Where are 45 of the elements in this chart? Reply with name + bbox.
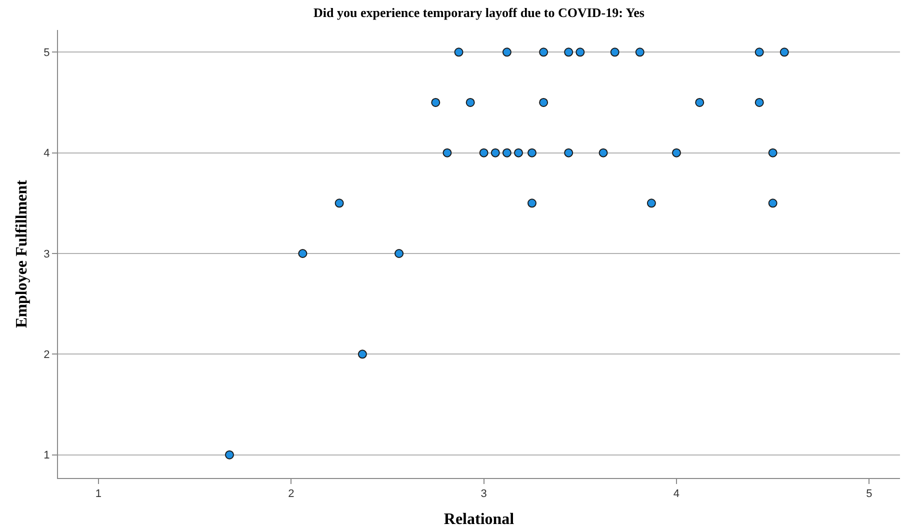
y-tick-label: 4 — [44, 148, 50, 160]
point — [394, 249, 404, 258]
point — [754, 98, 764, 107]
x-tick-label: 2 — [288, 488, 294, 500]
point — [695, 98, 704, 107]
point — [610, 48, 620, 57]
point — [502, 148, 512, 158]
point — [635, 48, 644, 57]
x-axis-title: Relational — [444, 511, 515, 528]
point — [672, 148, 681, 158]
point — [466, 98, 475, 107]
point — [576, 48, 585, 57]
point — [539, 98, 548, 107]
point — [224, 450, 234, 460]
y-tick-label: 3 — [44, 248, 50, 260]
point — [646, 198, 656, 208]
y-axis-title: Employee Fulfillment — [14, 179, 31, 328]
point — [514, 148, 523, 158]
point — [768, 198, 778, 208]
point — [502, 48, 512, 57]
point — [334, 198, 344, 208]
chart-title: Did you experience temporary layoff due to COVID-19: Yes — [314, 5, 644, 20]
y-tick-label: 5 — [44, 47, 50, 59]
point — [539, 48, 548, 57]
y-tick-label: 2 — [44, 349, 50, 362]
point — [564, 48, 574, 57]
point — [780, 48, 789, 57]
point — [490, 148, 500, 158]
point — [564, 148, 574, 158]
point — [479, 148, 488, 158]
point — [527, 148, 536, 158]
point — [598, 148, 608, 158]
point — [298, 249, 308, 258]
x-tick-label: 5 — [866, 488, 872, 500]
point — [358, 350, 367, 359]
y-tick-label: 1 — [44, 450, 50, 462]
x-tick-label: 3 — [480, 488, 487, 500]
point — [431, 98, 440, 107]
x-tick-label: 4 — [673, 488, 680, 500]
point — [454, 48, 464, 57]
point — [754, 48, 764, 57]
point — [768, 148, 778, 158]
point — [527, 198, 536, 208]
x-tick-label: 1 — [95, 488, 102, 500]
point — [442, 148, 452, 158]
